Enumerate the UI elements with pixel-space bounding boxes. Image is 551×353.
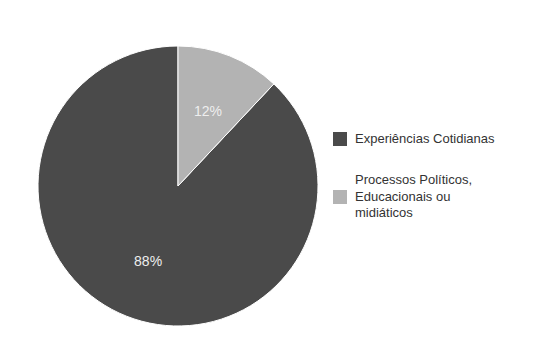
svg-text:12%: 12% <box>194 103 222 119</box>
svg-text:88%: 88% <box>134 253 162 269</box>
html-text:Experiências Cotidianas: Experiências Cotidianas <box>355 130 495 146</box>
html-text:Processos Políticos, Educacion: Processos Políticos, Educacionais ou mid… <box>355 171 472 221</box>
